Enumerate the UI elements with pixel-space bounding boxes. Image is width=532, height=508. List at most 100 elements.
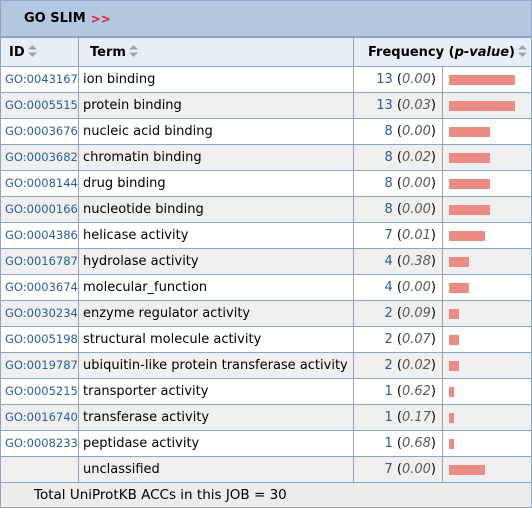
table-row: GO:0030234 enzyme regulator activity 2 (… — [0, 300, 532, 327]
go-id-link[interactable]: GO:0008233 — [5, 436, 78, 450]
go-id-link[interactable]: GO:0003674 — [5, 280, 78, 294]
sort-icon[interactable] — [128, 45, 138, 57]
go-id-link[interactable]: GO:0003676 — [5, 124, 78, 138]
frequency-bar — [449, 360, 459, 371]
column-header-frequency-italic: p-value — [454, 45, 510, 60]
pvalue: 0.17 — [401, 410, 431, 425]
table-row: GO:0003676 nucleic acid binding 8 (0.00) — [0, 118, 532, 145]
table-row: GO:0005198 structural molecule activity … — [0, 326, 532, 353]
frequency-cell: 2 (0.02) — [353, 352, 443, 379]
count-link[interactable]: 7 — [384, 462, 393, 477]
count-link[interactable]: 4 — [384, 254, 393, 269]
count-link[interactable]: 1 — [384, 384, 393, 399]
count-link[interactable]: 8 — [384, 150, 393, 165]
go-id-cell: GO:0008144 — [0, 170, 79, 197]
go-id-link[interactable]: GO:0005198 — [5, 332, 78, 346]
bar-cell — [442, 92, 532, 119]
frequency-cell: 8 (0.00) — [353, 118, 443, 145]
go-id-link[interactable]: GO:0005215 — [5, 384, 78, 398]
frequency-bar — [449, 230, 485, 241]
sort-icon[interactable] — [27, 45, 37, 57]
frequency-cell: 13 (0.00) — [353, 66, 443, 93]
table-row: GO:0005215 transporter activity 1 (0.62) — [0, 378, 532, 405]
count-link[interactable]: 13 — [376, 72, 393, 87]
frequency-cell: 8 (0.00) — [353, 170, 443, 197]
term-cell: nucleic acid binding — [78, 118, 354, 145]
column-header-id[interactable]: ID — [0, 37, 79, 67]
pvalue: 0.00 — [401, 280, 431, 295]
term-cell: ion binding — [78, 66, 354, 93]
go-slim-table: ID Term Frequency (p-value) GO:0043167 i… — [0, 37, 532, 508]
frequency-bar — [449, 282, 469, 293]
bar-cell — [442, 326, 532, 353]
count-link[interactable]: 2 — [384, 332, 393, 347]
count-link[interactable]: 2 — [384, 358, 393, 373]
term-cell: transferase activity — [78, 404, 354, 431]
column-header-frequency-prefix: Frequency ( — [368, 45, 455, 60]
count-link[interactable]: 8 — [384, 124, 393, 139]
bar-cell — [442, 144, 532, 171]
frequency-cell: 1 (0.62) — [353, 378, 443, 405]
frequency-cell: 13 (0.03) — [353, 92, 443, 119]
go-id-cell: GO:0008233 — [0, 430, 79, 457]
go-id-link[interactable]: GO:0019787 — [5, 358, 78, 372]
go-id-cell: GO:0005215 — [0, 378, 79, 405]
term-cell: enzyme regulator activity — [78, 300, 354, 327]
term-cell: molecular_function — [78, 274, 354, 301]
pvalue: 0.00 — [401, 202, 431, 217]
go-id-link[interactable]: GO:0003682 — [5, 150, 78, 164]
count-link[interactable]: 7 — [384, 228, 393, 243]
term-cell: protein binding — [78, 92, 354, 119]
column-header-term[interactable]: Term — [78, 37, 354, 67]
panel-title-bar: GO SLIM >> — [1, 1, 531, 37]
count-link[interactable]: 1 — [384, 436, 393, 451]
pvalue: 0.38 — [401, 254, 431, 269]
expand-link[interactable]: >> — [90, 11, 111, 26]
count-link[interactable]: 13 — [376, 98, 393, 113]
go-id-link[interactable]: GO:0030234 — [5, 306, 78, 320]
table-row: unclassified 7 (0.00) — [0, 456, 532, 483]
table-row: GO:0004386 helicase activity 7 (0.01) — [0, 222, 532, 249]
count-link[interactable]: 8 — [384, 176, 393, 191]
bar-cell — [442, 274, 532, 301]
go-id-link[interactable]: GO:0004386 — [5, 228, 78, 242]
count-link[interactable]: 1 — [384, 410, 393, 425]
pvalue: 0.00 — [401, 462, 431, 477]
bar-cell — [442, 378, 532, 405]
pvalue: 0.00 — [401, 124, 431, 139]
go-id-cell — [0, 456, 79, 483]
column-header-frequency[interactable]: Frequency (p-value) — [353, 37, 532, 67]
term-cell: ubiquitin-like protein transferase activ… — [78, 352, 354, 379]
frequency-cell: 4 (0.00) — [353, 274, 443, 301]
sort-icon[interactable] — [518, 45, 527, 57]
pvalue: 0.62 — [401, 384, 431, 399]
count-link[interactable]: 4 — [384, 280, 393, 295]
pvalue: 0.09 — [401, 306, 431, 321]
go-id-link[interactable]: GO:0043167 — [5, 72, 78, 86]
go-id-cell: GO:0004386 — [0, 222, 79, 249]
table-row: GO:0043167 ion binding 13 (0.00) — [0, 66, 532, 93]
go-id-link[interactable]: GO:0008144 — [5, 176, 78, 190]
term-cell: transporter activity — [78, 378, 354, 405]
frequency-bar — [449, 308, 459, 319]
table-row: GO:0016740 transferase activity 1 (0.17) — [0, 404, 532, 431]
go-id-cell: GO:0005515 — [0, 92, 79, 119]
frequency-cell: 7 (0.01) — [353, 222, 443, 249]
go-id-cell: GO:0005198 — [0, 326, 79, 353]
count-link[interactable]: 8 — [384, 202, 393, 217]
go-id-link[interactable]: GO:0016740 — [5, 410, 78, 424]
frequency-cell: 1 (0.17) — [353, 404, 443, 431]
count-link[interactable]: 2 — [384, 306, 393, 321]
total-text: Total UniProtKB ACCs in this JOB = 30 — [0, 482, 532, 508]
go-id-cell: GO:0016740 — [0, 404, 79, 431]
frequency-cell: 8 (0.02) — [353, 144, 443, 171]
go-id-link[interactable]: GO:0016787 — [5, 254, 78, 268]
pvalue: 0.03 — [401, 98, 431, 113]
frequency-cell: 1 (0.68) — [353, 430, 443, 457]
pvalue: 0.00 — [401, 72, 431, 87]
go-id-link[interactable]: GO:0000166 — [5, 202, 78, 216]
go-id-link[interactable]: GO:0005515 — [5, 98, 78, 112]
frequency-bar — [449, 204, 490, 215]
pvalue: 0.07 — [401, 332, 431, 347]
